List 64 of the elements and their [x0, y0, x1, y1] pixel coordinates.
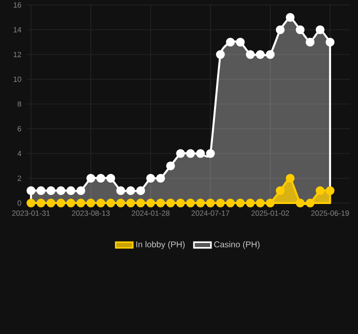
- point: [256, 50, 265, 59]
- point: [26, 186, 36, 196]
- point: [96, 174, 106, 183]
- point: [226, 38, 235, 47]
- point: [276, 25, 285, 34]
- point: [316, 25, 324, 34]
- point: [96, 198, 106, 208]
- point: [236, 38, 245, 47]
- point: [196, 149, 205, 158]
- point: [36, 186, 46, 196]
- point: [46, 186, 56, 196]
- point: [26, 198, 36, 208]
- point: [76, 198, 86, 208]
- point: [166, 198, 175, 208]
- point: [286, 174, 295, 183]
- point: [106, 174, 116, 183]
- point: [246, 198, 255, 208]
- point: [66, 186, 76, 196]
- point: [266, 198, 275, 208]
- point: [236, 198, 245, 208]
- point: [156, 174, 165, 183]
- point: [246, 50, 255, 59]
- point: [56, 198, 66, 208]
- point: [216, 50, 225, 59]
- point: [186, 149, 195, 158]
- point: [256, 198, 265, 208]
- point: [276, 186, 285, 196]
- point: [326, 38, 334, 47]
- point: [146, 174, 156, 183]
- point: [306, 198, 315, 208]
- point: [296, 25, 305, 34]
- point: [316, 186, 324, 196]
- point: [266, 50, 275, 59]
- point: [36, 198, 46, 208]
- point: [326, 186, 334, 196]
- point: [156, 198, 165, 208]
- point: [46, 198, 56, 208]
- legend-label: Casino (PH): [214, 241, 260, 250]
- point: [136, 186, 146, 196]
- point: [116, 186, 126, 196]
- point: [176, 149, 185, 158]
- point: [296, 198, 305, 208]
- point: [166, 161, 175, 170]
- point: [116, 198, 126, 208]
- point: [206, 149, 215, 158]
- point: [126, 198, 136, 208]
- point: [196, 198, 205, 208]
- point: [216, 198, 225, 208]
- point: [66, 198, 76, 208]
- legend-label: In lobby (PH): [136, 241, 185, 250]
- point: [76, 186, 86, 196]
- point: [186, 198, 195, 208]
- point: [176, 198, 185, 208]
- point: [226, 198, 235, 208]
- point: [306, 38, 315, 47]
- point: [136, 198, 146, 208]
- point: [206, 198, 215, 208]
- point: [86, 198, 96, 208]
- point: [106, 198, 116, 208]
- point: [286, 12, 295, 22]
- point: [146, 198, 156, 208]
- point: [126, 186, 136, 196]
- point: [56, 186, 66, 196]
- point: [86, 174, 96, 183]
